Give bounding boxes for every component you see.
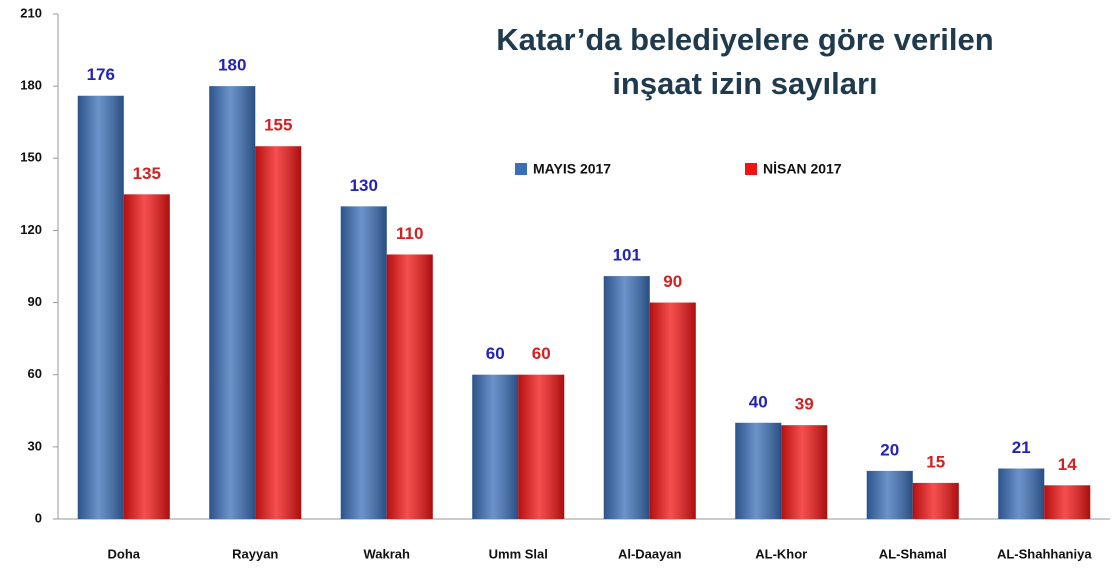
value-label: 15 <box>926 452 945 471</box>
legend-label: NİSAN 2017 <box>763 161 842 177</box>
x-tick-label: Wakrah <box>364 546 411 561</box>
value-label: 176 <box>87 65 115 84</box>
x-tick-label: Doha <box>108 546 141 561</box>
value-label: 90 <box>663 272 682 291</box>
legend-swatch <box>515 163 527 175</box>
value-label: 14 <box>1058 455 1077 474</box>
bar-shade <box>209 86 256 520</box>
bar-shade <box>735 422 782 519</box>
x-tick-label: AL-Shahhaniya <box>997 546 1092 561</box>
bar-shade <box>386 254 433 519</box>
value-label: 60 <box>532 344 551 363</box>
value-label: 101 <box>613 246 641 265</box>
bar-shade <box>255 146 302 519</box>
value-label: 21 <box>1012 438 1031 457</box>
bar-shade <box>912 482 959 519</box>
value-label: 60 <box>486 344 505 363</box>
bar-shade <box>518 374 565 519</box>
value-label: 155 <box>264 116 292 135</box>
value-label: 110 <box>396 224 423 243</box>
bar-shade <box>603 276 650 519</box>
bar-shade <box>340 206 387 519</box>
y-tick-label: 180 <box>20 78 42 93</box>
bar-shade <box>123 194 170 519</box>
bar-shade <box>77 95 124 519</box>
value-label: 20 <box>880 440 899 459</box>
bar-shade <box>472 374 519 519</box>
y-tick-label: 30 <box>28 438 42 453</box>
value-label: 180 <box>218 56 246 75</box>
value-label: 39 <box>795 395 814 414</box>
bar-shade <box>998 468 1045 519</box>
value-label: 40 <box>749 392 768 411</box>
bar-shade <box>781 425 828 519</box>
chart-title: Katar’da belediyelere göre verilen <box>496 22 993 57</box>
bar-shade <box>649 302 696 519</box>
bar-shade <box>866 470 913 519</box>
y-tick-label: 0 <box>35 510 42 525</box>
legend-swatch <box>745 163 757 175</box>
x-tick-label: Rayyan <box>232 546 278 561</box>
bar-shade <box>1044 485 1091 519</box>
legend-label: MAYIS 2017 <box>533 161 611 177</box>
y-tick-label: 210 <box>20 5 42 20</box>
x-tick-label: AL-Shamal <box>879 546 947 561</box>
y-tick-label: 120 <box>20 222 42 237</box>
chart-title: inşaat izin sayıları <box>612 66 877 101</box>
value-label: 130 <box>350 176 378 195</box>
x-tick-label: Umm Slal <box>489 546 548 561</box>
x-tick-label: Al-Daayan <box>618 546 682 561</box>
x-tick-label: AL-Khor <box>755 546 807 561</box>
value-label: 135 <box>133 164 161 183</box>
y-tick-label: 150 <box>20 150 42 165</box>
y-tick-label: 60 <box>28 366 42 381</box>
y-tick-label: 90 <box>28 294 42 309</box>
